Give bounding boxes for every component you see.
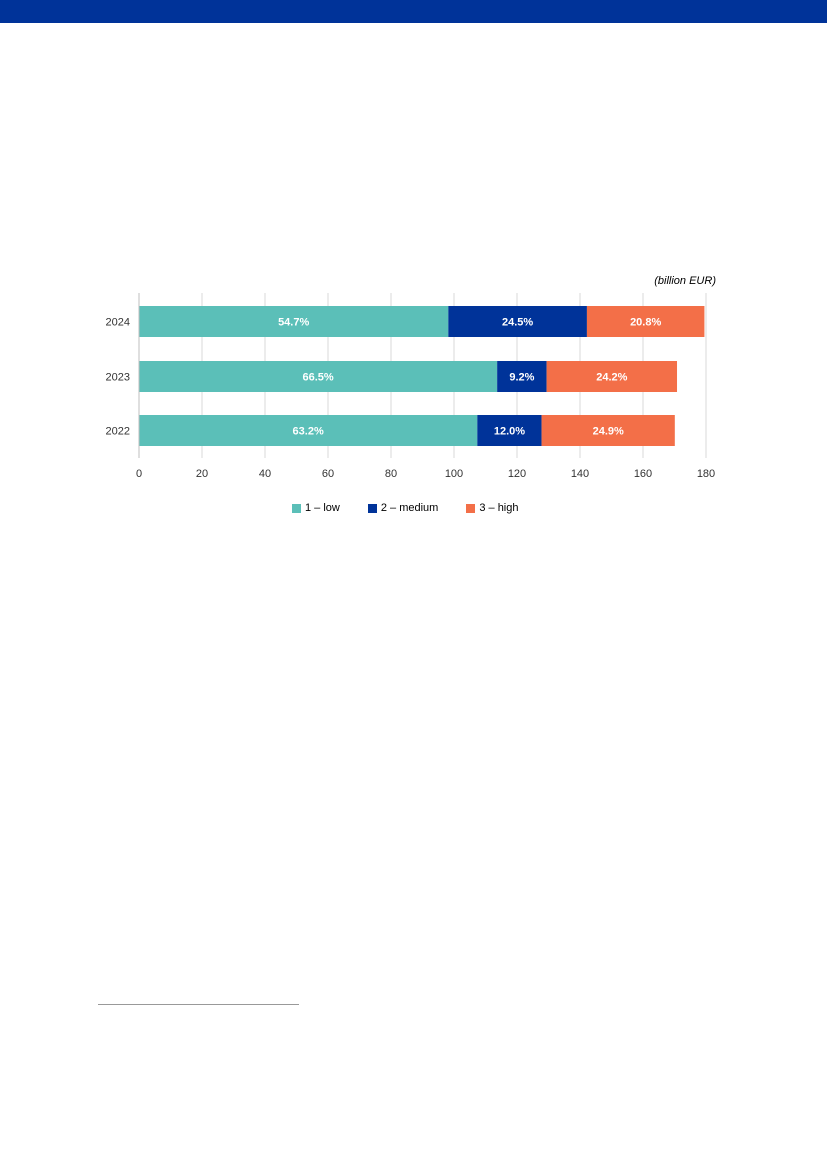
x-tick-label-80: 80 [385, 468, 397, 480]
data-label-2023-s2: 9.2% [509, 372, 534, 384]
data-label-2023-s1: 66.5% [302, 372, 333, 384]
y-category-label-2024: 2024 [106, 317, 130, 329]
bar-segment-2024-s1 [139, 306, 449, 337]
footnote-divider [98, 1004, 299, 1005]
x-tick-label-120: 120 [508, 468, 526, 480]
bar-segment-2022-s1 [139, 415, 478, 446]
legend-item-medium: 2 – medium [367, 502, 439, 514]
unit-label: (billion EUR) [654, 275, 716, 287]
bar-segment-2024-s3 [586, 306, 705, 337]
legend-swatch-low [292, 503, 301, 513]
y-category-label-2022: 2022 [106, 426, 130, 438]
bar-segment-2023-s1 [139, 361, 498, 392]
legend-label-high: 3 – high [479, 502, 519, 514]
data-label-2022-s1: 63.2% [293, 426, 324, 438]
bar-segment-2023-s2 [497, 361, 547, 392]
legend-item-high: 3 – high [466, 502, 519, 514]
x-tick-label-0: 0 [136, 468, 142, 480]
legend-item-low: 1 – low [292, 502, 340, 514]
data-label-2024-s3: 20.8% [630, 317, 661, 329]
x-tick-label-100: 100 [445, 468, 463, 480]
bar-segment-2022-s3 [541, 415, 675, 446]
x-tick-label-20: 20 [196, 468, 208, 480]
legend-label-low: 1 – low [305, 502, 340, 514]
stacked-bar-chart: 0 20 40 60 80 100 120 140 160 180 2024 54.7% 24.5% 20… [106, 293, 715, 480]
bar-segment-2023-s3 [546, 361, 678, 392]
x-tick-label-140: 140 [571, 468, 589, 480]
x-tick-label-180: 180 [697, 468, 715, 480]
x-tick-label-40: 40 [259, 468, 271, 480]
x-tick-label-160: 160 [634, 468, 652, 480]
legend-swatch-high [466, 503, 476, 513]
bar-segment-2024-s2 [448, 306, 587, 337]
chart-legend: 1 – low 2 – medium 3 – high [292, 502, 519, 514]
legend-label-medium: 2 – medium [380, 502, 439, 514]
header-band [0, 0, 827, 23]
bar-segment-2022-s2 [477, 415, 542, 446]
y-category-label-2023: 2023 [106, 372, 130, 384]
data-label-2024-s1: 54.7% [278, 317, 309, 329]
data-label-2022-s2: 12.0% [494, 426, 525, 438]
data-label-2024-s2: 24.5% [502, 317, 533, 329]
x-tick-label-60: 60 [322, 468, 334, 480]
data-label-2022-s3: 24.9% [593, 426, 624, 438]
legend-swatch-medium [367, 503, 377, 513]
data-label-2023-s3: 24.2% [596, 372, 627, 384]
